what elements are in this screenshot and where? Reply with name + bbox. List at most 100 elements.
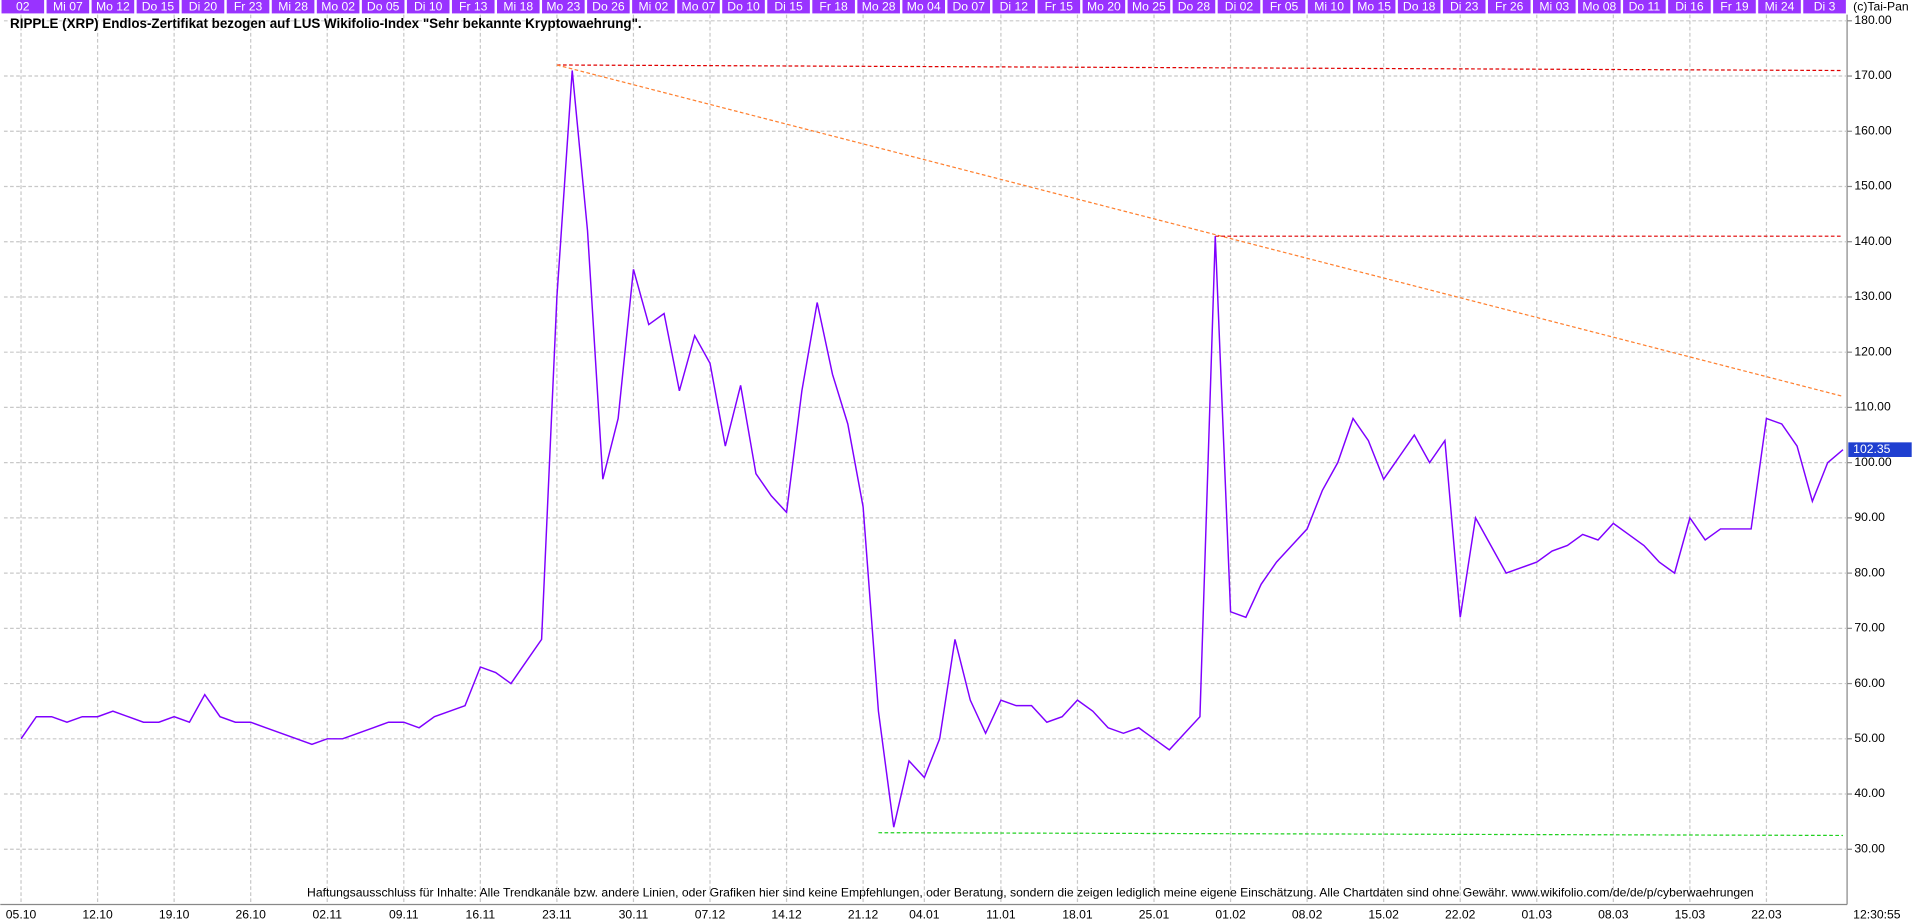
y-tick-label: 50.00 — [1854, 731, 1885, 745]
top-strip-cell — [316, 0, 360, 14]
y-tick-label: 140.00 — [1854, 234, 1891, 248]
x-tick-label: 22.03 — [1751, 908, 1782, 922]
trend-line — [556, 64, 1844, 397]
top-strip-cell — [226, 0, 270, 14]
last-price-tag — [1848, 442, 1912, 457]
top-strip-cell — [1217, 0, 1261, 14]
top-strip-cell — [1713, 0, 1756, 14]
y-tick-label: 160.00 — [1854, 123, 1891, 137]
y-tick-label: 80.00 — [1854, 565, 1885, 579]
top-strip-cell — [992, 0, 1036, 14]
x-tick-label: 09.11 — [389, 908, 419, 922]
top-strip-label: Di 02 — [1225, 0, 1254, 14]
y-tick-label: 170.00 — [1854, 68, 1891, 82]
top-strip-label: Di 15 — [774, 0, 803, 14]
x-tick-label: 15.02 — [1368, 908, 1399, 922]
x-tick-label: 14.12 — [771, 908, 802, 922]
x-tick-label: 21.12 — [848, 908, 879, 922]
top-strip-cell — [1578, 0, 1621, 14]
top-strip-cell — [91, 0, 135, 14]
top-strip-cell — [361, 0, 405, 14]
top-strip-cell — [1668, 0, 1711, 14]
top-strip-label: Mi 10 — [1314, 0, 1344, 14]
y-tick-label: 110.00 — [1854, 400, 1891, 414]
grid — [3, 14, 1848, 905]
x-tick-label: 02.11 — [312, 908, 342, 922]
top-strip-cell — [767, 0, 810, 14]
y-tick-label: 30.00 — [1854, 841, 1885, 855]
top-strip-label: Do 11 — [1629, 0, 1661, 14]
top-strip-cell — [1037, 0, 1081, 14]
top-strip-cell — [1803, 0, 1846, 14]
time-label: 12:30:55 — [1853, 908, 1901, 922]
top-strip-cell — [1623, 0, 1666, 14]
y-tick-label: 90.00 — [1854, 510, 1885, 524]
top-strip-cell — [1533, 0, 1576, 14]
top-strip-cell — [1758, 0, 1801, 14]
top-strip-label: Mi 07 — [53, 0, 83, 14]
top-strip-cell — [271, 0, 315, 14]
top-strip-label: Mi 24 — [1765, 0, 1795, 14]
top-strip-label: Mi 02 — [639, 0, 669, 14]
price-line — [20, 70, 1844, 828]
x-tick-label: 15.03 — [1675, 908, 1706, 922]
top-strip-cell — [181, 0, 225, 14]
top-strip-cell — [1172, 0, 1216, 14]
top-strip-label: Mo 08 — [1582, 0, 1616, 14]
x-tick-label: 23.11 — [542, 908, 572, 922]
top-strip-cell — [632, 0, 675, 14]
top-strip-label: Mo 20 — [1087, 0, 1121, 14]
top-strip-label: Fr 15 — [1045, 0, 1074, 14]
top-strip-label: Fr 19 — [1720, 0, 1749, 14]
x-tick-label: 12.10 — [82, 908, 113, 922]
x-tick-label: 01.02 — [1215, 908, 1246, 922]
top-strip-cell — [722, 0, 765, 14]
top-strip-cell — [857, 0, 900, 14]
top-strip-cell — [1, 0, 45, 14]
top-strip-cell — [1352, 0, 1396, 14]
top-strip-label: Mi 28 — [278, 0, 308, 14]
marks — [20, 64, 1844, 837]
x-tick-label: 05.10 — [6, 908, 37, 922]
top-strip-label: Fr 05 — [1270, 0, 1299, 14]
top-strip-cell — [46, 0, 90, 14]
x-tick-label: 08.02 — [1292, 908, 1323, 922]
top-strip-label: Fr 13 — [459, 0, 488, 14]
top-strip-label: Mo 02 — [321, 0, 355, 14]
y-tick-label: 150.00 — [1854, 179, 1891, 193]
copyright: (c)Tai-Pan — [1853, 0, 1908, 14]
top-strip-label: Mo 12 — [96, 0, 130, 14]
top-strip-label: Do 10 — [727, 0, 760, 14]
y-tick-label: 70.00 — [1854, 621, 1885, 635]
top-strip-label: Di 20 — [189, 0, 218, 14]
y-tick-label: 100.00 — [1854, 455, 1891, 469]
top-strip-cell — [136, 0, 180, 14]
top-strip-cell — [497, 0, 540, 14]
top-strip-label: Di 12 — [1000, 0, 1029, 14]
top-strip-label: Di 16 — [1675, 0, 1704, 14]
top-strip-label: Do 28 — [1178, 0, 1211, 14]
top-strip-cell — [947, 0, 991, 14]
x-tick-label: 08.03 — [1598, 908, 1629, 922]
top-strip-cell — [587, 0, 630, 14]
y-axis-panel — [1847, 14, 1912, 905]
top-strip-label: Fr 23 — [234, 0, 263, 14]
top-strip-label: Fr 26 — [1495, 0, 1524, 14]
y-tick-label: 180.00 — [1854, 13, 1891, 27]
top-strip-label: Mo 07 — [682, 0, 716, 14]
y-tick-label: 120.00 — [1854, 344, 1891, 358]
top-strip-cell — [542, 0, 585, 14]
x-tick-label: 07.12 — [695, 908, 726, 922]
top-strip-cell — [677, 0, 720, 14]
trend-line — [556, 64, 1843, 72]
top-strip-cell — [451, 0, 495, 14]
top-strip-label: Di 10 — [414, 0, 443, 14]
x-tick-label: 19.10 — [159, 908, 190, 922]
x-tick-label: 18.01 — [1062, 908, 1093, 922]
x-tick-label: 30.11 — [619, 908, 649, 922]
top-strip-label: Do 15 — [142, 0, 175, 14]
top-strip-label: Mo 28 — [862, 0, 896, 14]
top-strip-cell — [1262, 0, 1306, 14]
